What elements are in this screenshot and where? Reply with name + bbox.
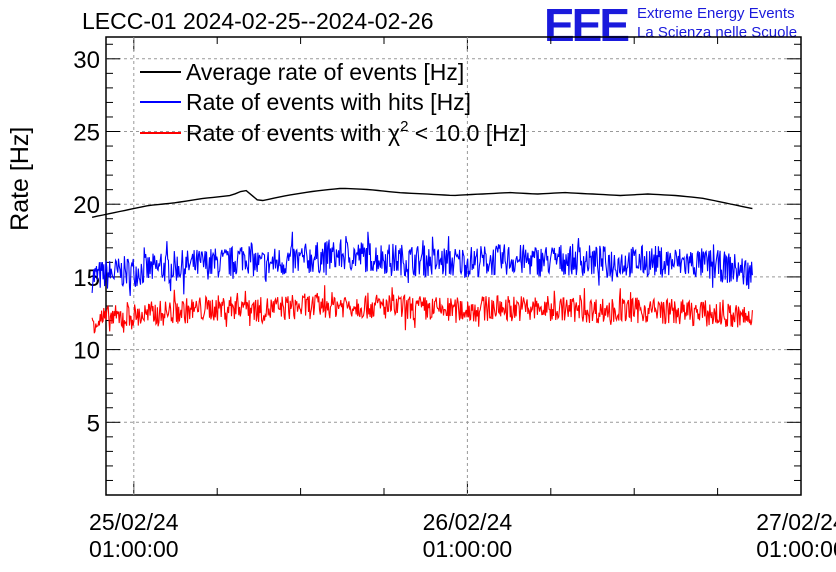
y-tick-label: 20 <box>73 192 100 219</box>
logo-line-1: Extreme Energy Events <box>637 5 795 22</box>
y-tick-label: 10 <box>73 338 100 365</box>
legend-label-1: Average rate of events [Hz] <box>186 59 464 85</box>
y-tick-label: 25 <box>73 120 100 147</box>
chart-title: LECC-01 2024-02-25--2024-02-26 <box>82 8 434 34</box>
legend-label-2: Rate of events with hits [Hz] <box>186 89 471 115</box>
y-tick-label: 30 <box>73 47 100 74</box>
x-tick-label-time: 01:00:00 <box>756 536 836 562</box>
x-tick-label-date: 27/02/24 <box>756 509 836 535</box>
series-line-2 <box>91 231 753 296</box>
x-tick-label-date: 25/02/24 <box>89 509 179 535</box>
x-tick-label-time: 01:00:00 <box>423 536 513 562</box>
x-tick-label-date: 26/02/24 <box>423 509 513 535</box>
y-tick-label: 5 <box>87 410 100 437</box>
series-line-3 <box>91 285 753 334</box>
legend-label-3: Rate of events with χ2 < 10.0 [Hz] <box>186 118 527 146</box>
y-axis-label: Rate [Hz] <box>6 127 34 231</box>
x-tick-label-time: 01:00:00 <box>89 536 179 562</box>
eee-logo: EEE <box>544 0 630 51</box>
series-line-1 <box>91 187 753 218</box>
